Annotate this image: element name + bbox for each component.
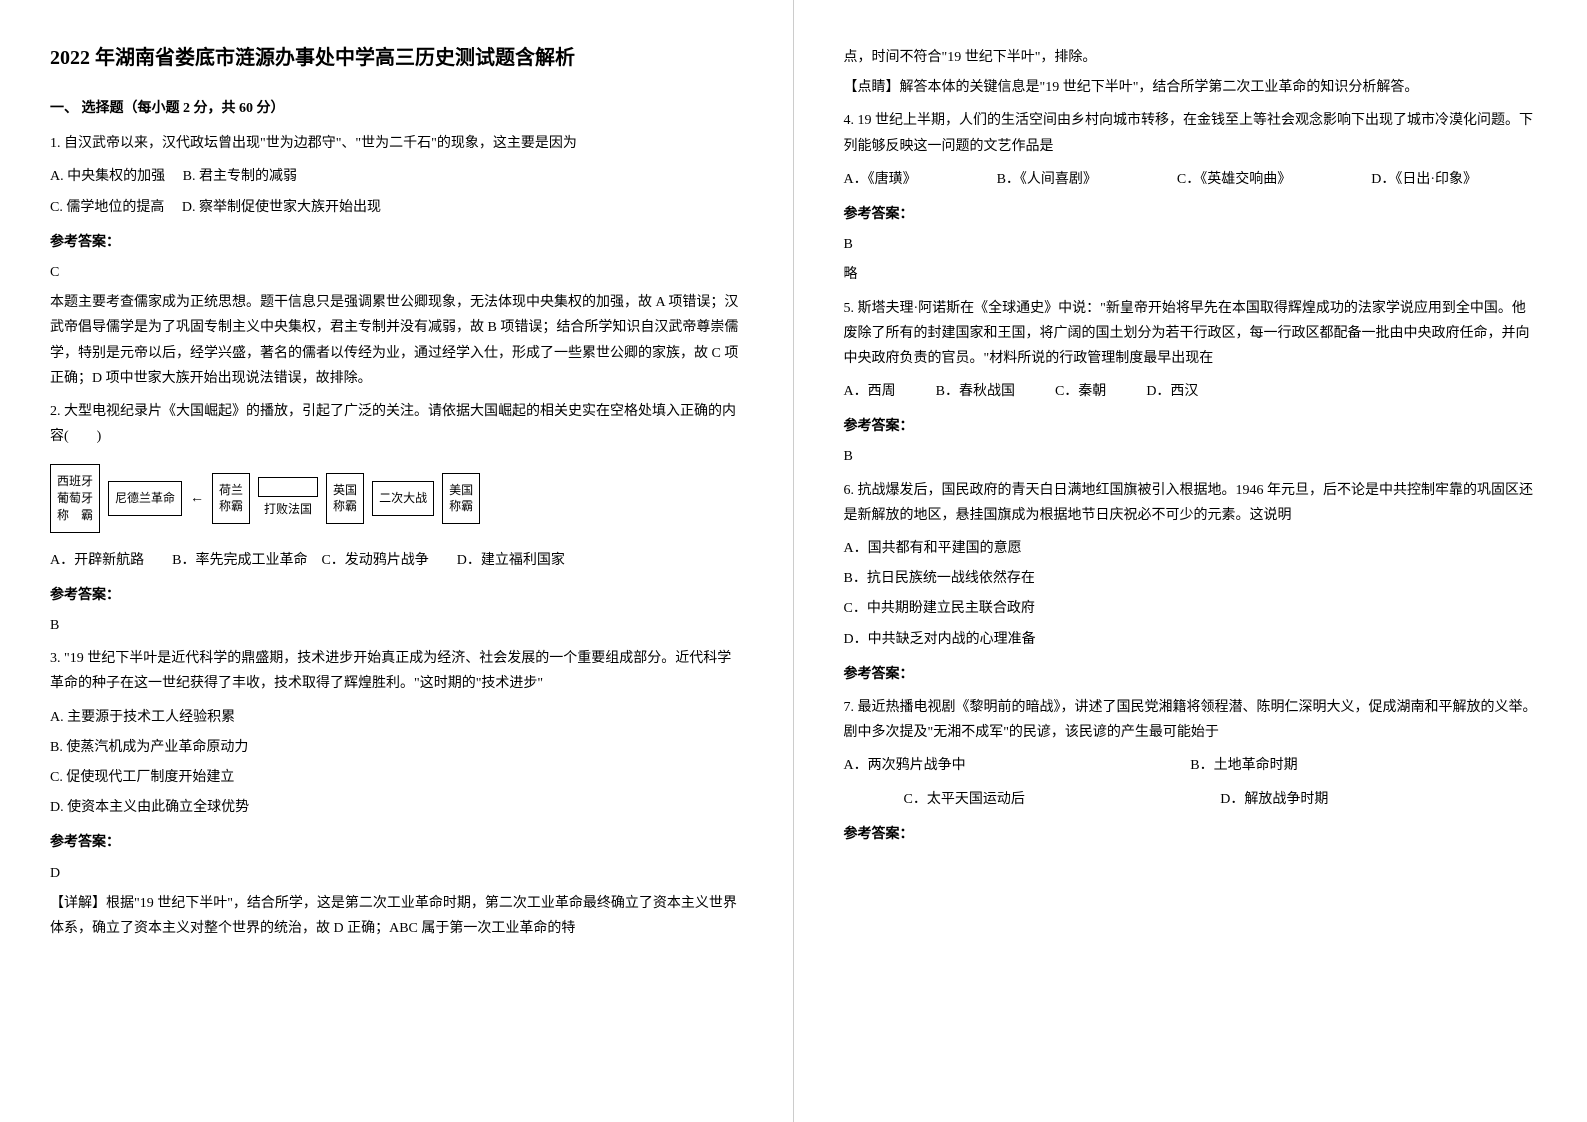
fc-box1-l2: 葡萄牙 [57,490,93,507]
q1-optA: A. 中央集权的加强 [50,169,165,184]
fc-box3-l2: 称霸 [219,498,243,515]
q1-options-row1: A. 中央集权的加强 B. 君主专制的减弱 [50,164,743,189]
q3-explain: 【详解】根据"19 世纪下半叶"，结合所学，这是第二次工业革命时期，第二次工业革… [50,891,743,941]
q7-optD: D．解放战争时期 [1220,787,1328,812]
q7-optC: C．太平天国运动后 [904,787,1221,812]
q1-answer: C [50,260,743,285]
fc-defeat-france: 打败法国 [264,499,312,521]
q6-optD: D．中共缺乏对内战的心理准备 [844,627,1538,652]
q4-answer-label: 参考答案： [844,202,1538,227]
fc-box5-l2: 称霸 [333,498,357,515]
arrow-icon: ← [190,486,204,511]
q3-optD: D. 使资本主义由此确立全球优势 [50,795,743,820]
q5-answer-label: 参考答案： [844,414,1538,439]
q7-optA: A．两次鸦片战争中 [844,753,1191,778]
page-title: 2022 年湖南省娄底市涟源办事处中学高三历史测试题含解析 [50,40,743,76]
q7-options-row2: C．太平天国运动后 D．解放战争时期 [844,787,1538,812]
q6-answer-label: 参考答案： [844,662,1538,687]
fc-box-netherlands-rev: 尼德兰革命 [108,481,182,516]
q7-answer-label: 参考答案： [844,822,1538,847]
section-header: 一、 选择题（每小题 2 分，共 60 分） [50,96,743,121]
q1-optD: D. 察举制促使世家大族开始出现 [182,200,381,215]
fc-empty-box [258,477,318,497]
fc-box-holland: 荷兰 称霸 [212,473,250,525]
q3-answer: D [50,861,743,886]
q1-explain: 本题主要考查儒家成为正统思想。题干信息只是强调累世公卿现象，无法体现中央集权的加… [50,290,743,391]
q4-answer: B [844,232,1538,257]
q5-optC: C．秦朝 [1055,379,1106,404]
fc-box3-l1: 荷兰 [219,482,243,499]
q6-stem: 6. 抗战爆发后，国民政府的青天白日满地红国旗被引入根据地。1946 年元旦，后… [844,478,1538,528]
q4-options: A．《唐璜》 B．《人间喜剧》 C．《英雄交响曲》 D．《日出·印象》 [844,167,1538,192]
fc-box1-l3: 称 霸 [57,507,93,524]
q1-stem: 1. 自汉武帝以来，汉代政坛曾出现"世为边郡守"、"世为二千石"的现象，这主要是… [50,131,743,156]
fc-box7-l2: 称霸 [449,498,473,515]
right-column: 点，时间不符合"19 世纪下半叶"，排除。 【点睛】解答本体的关键信息是"19 … [794,0,1587,1122]
fc-box-usa: 美国 称霸 [442,473,480,525]
q3-explain-cont2: 【点睛】解答本体的关键信息是"19 世纪下半叶"，结合所学第二次工业革命的知识分… [844,75,1538,100]
fc-box-spain: 西班牙 葡萄牙 称 霸 [50,464,100,532]
q4-optB: B．《人间喜剧》 [997,167,1097,192]
q4-optC: C．《英雄交响曲》 [1177,167,1291,192]
q3-answer-label: 参考答案： [50,830,743,855]
q4-stem: 4. 19 世纪上半期，人们的生活空间由乡村向城市转移，在金钱至上等社会观念影响… [844,108,1538,158]
q7-options-row1: A．两次鸦片战争中 B．土地革命时期 [844,753,1538,778]
fc-box-uk: 英国 称霸 [326,473,364,525]
fc-box-ww2: 二次大战 [372,481,434,516]
q1-optC: C. 儒学地位的提高 [50,200,164,215]
q7-stem: 7. 最近热播电视剧《黎明前的暗战》，讲述了国民党湘籍将领程潜、陈明仁深明大义，… [844,695,1538,745]
q2-answer: B [50,613,743,638]
q3-optA: A. 主要源于技术工人经验积累 [50,705,743,730]
fc-blank-group: 打败法国 [258,477,318,521]
q6-optB: B．抗日民族统一战线依然存在 [844,566,1538,591]
q2-options: A．开辟新航路 B．率先完成工业革命 C．发动鸦片战争 D．建立福利国家 [50,548,743,573]
q1-options-row2: C. 儒学地位的提高 D. 察举制促使世家大族开始出现 [50,195,743,220]
fc-box7-l1: 美国 [449,482,473,499]
q3-explain-cont1: 点，时间不符合"19 世纪下半叶"，排除。 [844,45,1538,70]
left-column: 2022 年湖南省娄底市涟源办事处中学高三历史测试题含解析 一、 选择题（每小题… [0,0,794,1122]
fc-box5-l1: 英国 [333,482,357,499]
q5-optB: B．春秋战国 [936,379,1015,404]
q6-optC: C．中共期盼建立民主联合政府 [844,596,1538,621]
q5-stem: 5. 斯塔夫理·阿诺斯在《全球通史》中说："新皇帝开始将早先在本国取得辉煌成功的… [844,296,1538,372]
fc-box1-l1: 西班牙 [57,473,93,490]
q3-stem: 3. "19 世纪下半叶是近代科学的鼎盛期，技术进步开始真正成为经济、社会发展的… [50,646,743,696]
q2-stem: 2. 大型电视纪录片《大国崛起》的播放，引起了广泛的关注。请依据大国崛起的相关史… [50,399,743,449]
q2-answer-label: 参考答案： [50,583,743,608]
q2-flowchart: 西班牙 葡萄牙 称 霸 尼德兰革命 ← 荷兰 称霸 打败法国 英国 称霸 二次大… [50,464,743,532]
q1-answer-label: 参考答案： [50,230,743,255]
q5-optD: D．西汉 [1146,379,1198,404]
q5-answer: B [844,444,1538,469]
q7-optB: B．土地革命时期 [1190,753,1297,778]
q5-optA: A．西周 [844,379,896,404]
q3-optB: B. 使蒸汽机成为产业革命原动力 [50,735,743,760]
q4-optD: D．《日出·印象》 [1371,167,1477,192]
q3-optC: C. 促使现代工厂制度开始建立 [50,765,743,790]
q6-optA: A．国共都有和平建国的意愿 [844,536,1538,561]
q4-note: 略 [844,262,1538,287]
q4-optA: A．《唐璜》 [844,167,917,192]
q5-options: A．西周 B．春秋战国 C．秦朝 D．西汉 [844,379,1538,404]
q1-optB: B. 君主专制的减弱 [183,169,297,184]
